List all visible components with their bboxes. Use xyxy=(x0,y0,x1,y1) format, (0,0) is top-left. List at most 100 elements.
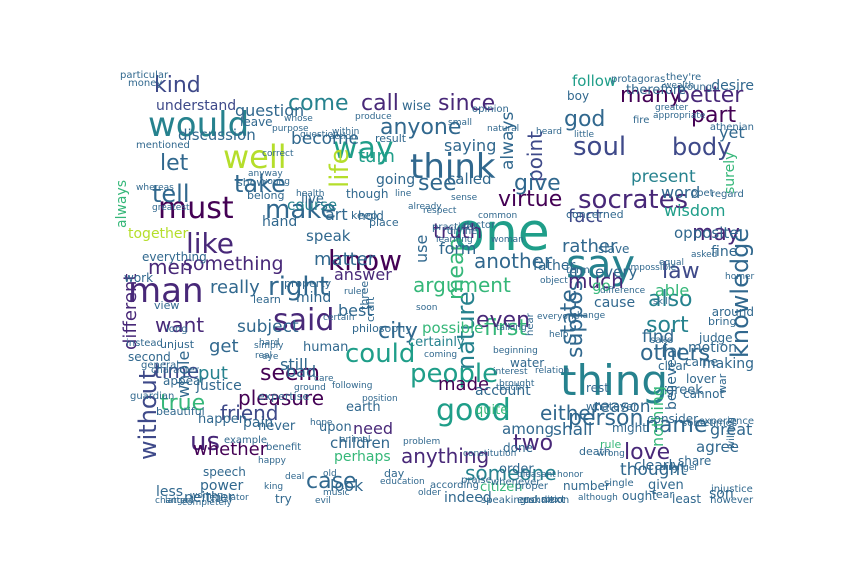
word-three: three xyxy=(358,281,371,310)
word-fire: fire xyxy=(633,115,649,126)
word-philosophy: philosophy xyxy=(352,322,412,335)
word-citizen: citizen xyxy=(480,480,523,495)
word-saying: saying xyxy=(444,136,496,155)
word-expertise: expertise xyxy=(258,390,309,403)
word-certain: certain xyxy=(323,313,354,323)
word-cause: cause xyxy=(594,295,635,311)
word-time: time xyxy=(154,359,199,383)
word-completely: completely xyxy=(182,498,233,508)
word-word: word xyxy=(661,183,700,202)
word-cloud: onethingsaythinkwouldmangoodsaidmustwayw… xyxy=(114,70,755,508)
word-slave: slave xyxy=(598,242,629,256)
word-bad: bad xyxy=(286,362,316,381)
word-already: already xyxy=(408,202,442,212)
word-put: put xyxy=(198,363,228,384)
word-speaking: speaking xyxy=(481,495,526,506)
word-consider: consider xyxy=(647,412,698,426)
word-greater: greater xyxy=(655,103,688,113)
word-bring: bring xyxy=(708,315,737,328)
word-change: change xyxy=(572,311,606,321)
word-go: go xyxy=(592,277,611,295)
word-like: like xyxy=(186,227,234,260)
word-call: call xyxy=(361,91,399,116)
word-making: making xyxy=(702,356,754,372)
word-impossible: impossible xyxy=(628,263,677,273)
word-human: human xyxy=(303,340,348,355)
word-stranger: stranger xyxy=(660,463,698,473)
word-everyone: everyone xyxy=(537,312,580,322)
word-truth: truth xyxy=(433,219,482,243)
word-use: use xyxy=(412,235,431,263)
word-belong: belong xyxy=(247,189,285,202)
word-care: care xyxy=(314,374,334,384)
word-money: money xyxy=(128,78,162,89)
word-opposite: opposite xyxy=(674,224,739,242)
word-far: far xyxy=(661,342,684,362)
word-though: though xyxy=(346,187,388,201)
word-part: part xyxy=(691,103,736,128)
word-kind: kind xyxy=(154,73,201,98)
word-art: art xyxy=(325,205,348,224)
word-know: know xyxy=(328,244,402,277)
word-women: women xyxy=(190,491,223,501)
word-motion: motion xyxy=(688,340,737,356)
word-greek: greek xyxy=(666,383,703,398)
word-education: education xyxy=(380,477,425,487)
word-always: always xyxy=(114,180,130,228)
word-work: work xyxy=(124,271,153,285)
word-regard: regard xyxy=(711,189,744,200)
word-together: together xyxy=(128,226,189,242)
word-doctor: doctor xyxy=(463,220,496,231)
word-property: property xyxy=(284,277,332,290)
word-athenian: athenian xyxy=(710,122,754,133)
word-constitution: constitution xyxy=(463,449,516,459)
word-really: really xyxy=(210,277,260,298)
word-ground: ground xyxy=(294,383,326,393)
word-socrates: socrates xyxy=(578,185,688,215)
word-turn: turn xyxy=(358,146,395,167)
word-anything: anything xyxy=(401,444,489,468)
word-produce: produce xyxy=(355,112,392,122)
word-willing: willing xyxy=(726,417,737,449)
word-wrong: wrong xyxy=(597,449,625,459)
word-common: common xyxy=(478,211,517,221)
word-us: us xyxy=(190,427,220,457)
word-fact: fact xyxy=(568,206,602,227)
word-yet: yet xyxy=(719,123,745,142)
word-indeed: indeed xyxy=(444,490,492,506)
word-place: place xyxy=(369,216,399,229)
word-neither: neither xyxy=(184,490,234,506)
word-next: next xyxy=(541,493,566,506)
word-people: people xyxy=(410,359,498,389)
word-whenever: whenever xyxy=(491,477,541,488)
word-speech: speech xyxy=(203,465,246,479)
word-object: object xyxy=(540,276,568,286)
word-present: present xyxy=(631,167,696,187)
word-less: less xyxy=(156,484,183,500)
word-pleasure: pleasure xyxy=(238,386,324,410)
word-latter: latter xyxy=(165,496,190,506)
word-law: law xyxy=(662,259,700,284)
word-poet: poet xyxy=(691,188,714,199)
word-made: made xyxy=(438,374,489,395)
word-benefit: benefit xyxy=(266,442,301,453)
word-whereas: whereas xyxy=(136,183,174,193)
word-purpose: purpose xyxy=(272,124,309,134)
word-beautiful: beautiful xyxy=(156,405,205,418)
word-different: different xyxy=(120,274,141,350)
word-wisdom: wisdom xyxy=(664,201,725,220)
word-real: real xyxy=(255,351,272,361)
word-try: try xyxy=(275,492,292,506)
word-would: would xyxy=(148,105,249,145)
word-cannot: cannot xyxy=(683,387,725,401)
word-either: either xyxy=(540,401,600,425)
word-everything: everything xyxy=(142,250,207,264)
word-case: case xyxy=(306,469,357,494)
word-another: another xyxy=(474,249,553,273)
word-line: line xyxy=(395,189,412,199)
word-order: order xyxy=(499,462,534,477)
word-health: health xyxy=(296,189,325,199)
word-small: small xyxy=(448,118,472,128)
word-tell: tell xyxy=(152,180,190,208)
word-pleasant: pleasant xyxy=(517,470,556,480)
